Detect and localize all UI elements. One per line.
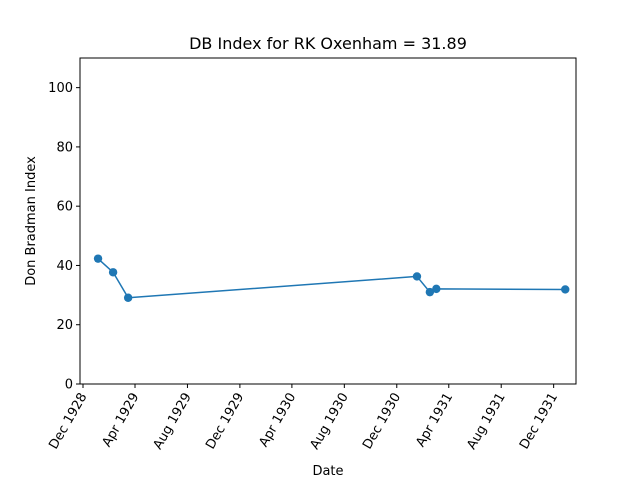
data-point <box>561 285 570 294</box>
chart-title: DB Index for RK Oxenham = 31.89 <box>189 34 467 53</box>
data-point <box>412 272 422 281</box>
y-tick-label: 80 <box>56 140 73 155</box>
plot-frame <box>79 57 577 385</box>
y-axis: 0 20 40 60 80 100 <box>48 81 80 393</box>
data-point <box>425 287 435 297</box>
y-tick-label: 100 <box>48 81 73 96</box>
y-tick-label: 40 <box>56 259 73 274</box>
y-tick-label: 0 <box>65 378 73 393</box>
y-tick-label: 20 <box>56 318 73 333</box>
data-point <box>432 284 441 294</box>
y-axis-label: Don Bradman Index <box>24 156 39 286</box>
data-point <box>123 293 133 302</box>
data-point <box>93 254 103 263</box>
x-axis-label: Date <box>312 464 343 479</box>
y-tick-label: 60 <box>56 200 73 215</box>
data-point <box>108 268 118 277</box>
series-layer <box>93 254 570 302</box>
